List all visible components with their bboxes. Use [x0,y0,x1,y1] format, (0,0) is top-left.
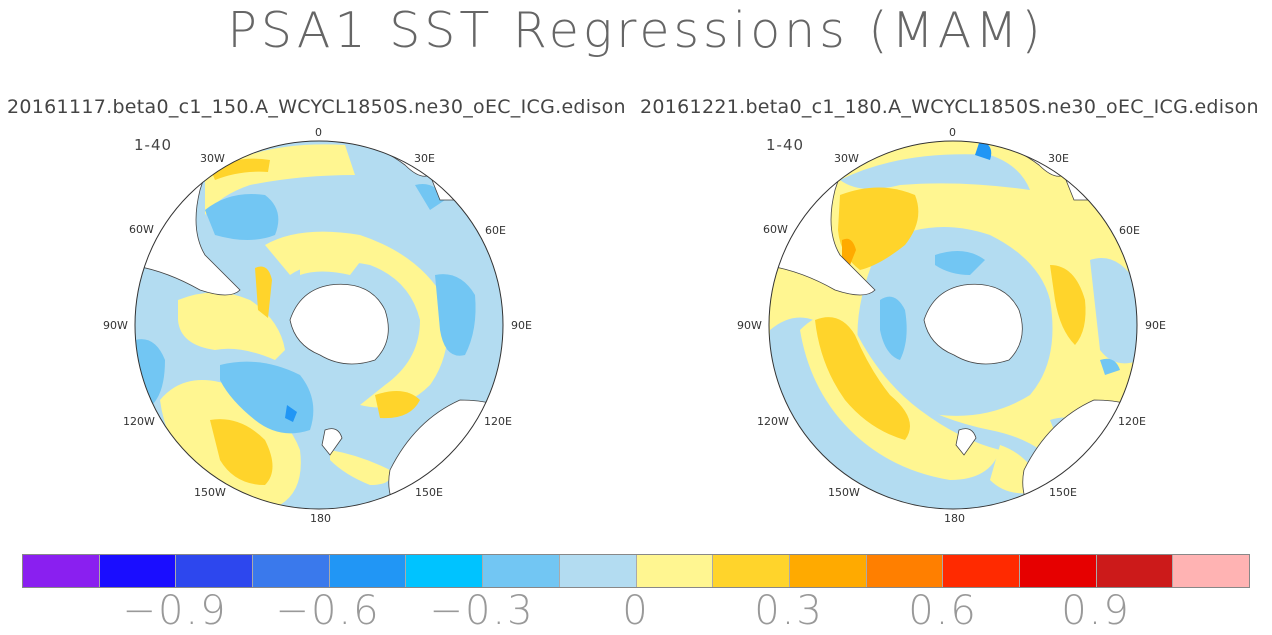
left-lon-60w: 60W [129,223,154,236]
right-anomaly-patch [838,187,919,270]
left-lon-150e: 150E [415,486,443,499]
colorbar-label: −0.6 [275,588,381,634]
right-lon-30w: 30W [834,152,859,165]
colorbar-swatch [483,555,560,587]
right-new-zealand-land [955,428,977,456]
right-map-boundary [768,140,1138,510]
right-anomaly-band [840,154,1030,190]
colorbar-swatch [636,555,714,587]
colorbar-swatch [99,555,177,587]
right-lon-120e: 120E [1118,415,1146,428]
right-lon-30e: 30E [1048,152,1069,165]
left-anomaly-patch [435,274,476,356]
left-lon-90w: 90W [103,319,128,332]
right-anomaly-patch [842,238,856,265]
colorbar-swatch [713,555,790,587]
left-anomaly-patch [205,194,279,240]
right-lon-60e: 60E [1119,224,1140,237]
colorbar-label: −0.9 [122,588,228,634]
colorbar-label: 0.9 [1061,588,1131,634]
left-anomaly-patch [210,419,273,485]
colorbar-swatch [1096,555,1174,587]
colorbar-label: 0 [622,588,650,634]
colorbar-swatch [789,555,867,587]
left-polar-map [135,141,503,509]
right-anomaly-patch [815,317,910,440]
right-anomaly-patch [975,141,992,160]
right-anomaly-patch [1100,358,1120,375]
colorbar-swatch [253,555,330,587]
left-anomaly-ring [265,231,448,408]
left-lon-30e: 30E [414,152,435,165]
figure-title: PSA1 SST Regressions (MAM) [227,2,1045,59]
left-lon-180: 180 [310,512,331,525]
right-anomaly-band [1090,258,1137,364]
right-lon-150e: 150E [1049,486,1077,499]
left-lon-0: 0 [315,126,322,139]
right-anomaly-patch [1050,265,1086,345]
right-antarctica-land [923,283,1023,365]
right-polar-map [769,141,1137,509]
right-panel-period: 1-40 [766,136,805,154]
left-lon-60e: 60E [485,224,506,237]
left-anomaly-patch [330,450,391,485]
colorbar-label: 0.6 [908,588,978,634]
left-anomaly-patch [255,266,272,318]
left-lon-120e: 120E [484,415,512,428]
left-new-zealand-land [321,428,343,456]
colorbar-swatch [866,555,944,587]
colorbar-swatch [559,555,637,587]
colorbar-label: −0.3 [429,588,535,634]
left-map-boundary [134,140,504,510]
right-lon-180: 180 [944,512,965,525]
left-antarctica-land [289,283,389,365]
left-anomaly-patch [300,255,360,275]
colorbar-swatch [329,555,407,587]
left-lon-90e: 90E [511,319,532,332]
right-lon-0: 0 [949,126,956,139]
right-lon-90w: 90W [737,319,762,332]
left-anomaly-patch [375,391,420,419]
left-lon-150w: 150W [194,486,226,499]
polar-maps [134,140,1138,510]
left-lon-30w: 30W [200,152,225,165]
left-anomaly-patch [285,405,297,422]
right-anomaly-patch [935,251,985,275]
right-lon-150w: 150W [828,486,860,499]
left-lon-120w: 120W [123,415,155,428]
right-panel-subtitle: 20161221.beta0_c1_180.A_WCYCL1850S.ne30_… [640,96,1259,118]
colorbar-label: 0.3 [754,588,824,634]
colorbar [22,554,1250,588]
right-anomaly-patch [880,296,907,360]
colorbar-swatch [176,555,254,587]
right-lon-90e: 90E [1145,319,1166,332]
colorbar-swatch [23,555,100,587]
colorbar-swatch [1173,555,1249,587]
right-lon-60w: 60W [763,223,788,236]
colorbar-swatch [406,555,484,587]
colorbar-swatch [943,555,1020,587]
right-lon-120w: 120W [757,415,789,428]
left-panel-period: 1-40 [134,136,173,154]
left-panel-subtitle: 20161117.beta0_c1_150.A_WCYCL1850S.ne30_… [7,96,626,118]
colorbar-swatch [1019,555,1097,587]
